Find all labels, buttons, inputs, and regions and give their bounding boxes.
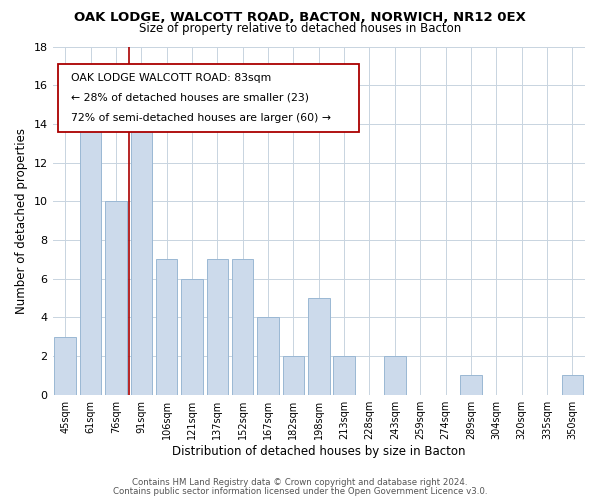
Bar xyxy=(55,336,76,394)
Bar xyxy=(156,260,178,394)
Text: OAK LODGE, WALCOTT ROAD, BACTON, NORWICH, NR12 0EX: OAK LODGE, WALCOTT ROAD, BACTON, NORWICH… xyxy=(74,11,526,24)
Bar xyxy=(232,260,253,394)
Bar xyxy=(384,356,406,395)
Bar xyxy=(181,278,203,394)
Text: ← 28% of detached houses are smaller (23): ← 28% of detached houses are smaller (23… xyxy=(71,93,309,103)
Y-axis label: Number of detached properties: Number of detached properties xyxy=(15,128,28,314)
Text: Contains HM Land Registry data © Crown copyright and database right 2024.: Contains HM Land Registry data © Crown c… xyxy=(132,478,468,487)
FancyBboxPatch shape xyxy=(58,64,359,132)
Bar xyxy=(131,104,152,395)
Bar xyxy=(257,318,279,394)
Bar xyxy=(105,202,127,394)
Text: Size of property relative to detached houses in Bacton: Size of property relative to detached ho… xyxy=(139,22,461,35)
Bar xyxy=(562,376,583,394)
Bar xyxy=(460,376,482,394)
Bar xyxy=(206,260,228,394)
Bar xyxy=(283,356,304,395)
Text: 72% of semi-detached houses are larger (60) →: 72% of semi-detached houses are larger (… xyxy=(71,112,331,122)
Bar xyxy=(334,356,355,395)
Text: OAK LODGE WALCOTT ROAD: 83sqm: OAK LODGE WALCOTT ROAD: 83sqm xyxy=(71,72,271,83)
Bar xyxy=(308,298,329,394)
Bar xyxy=(80,124,101,394)
X-axis label: Distribution of detached houses by size in Bacton: Distribution of detached houses by size … xyxy=(172,444,466,458)
Text: Contains public sector information licensed under the Open Government Licence v3: Contains public sector information licen… xyxy=(113,487,487,496)
